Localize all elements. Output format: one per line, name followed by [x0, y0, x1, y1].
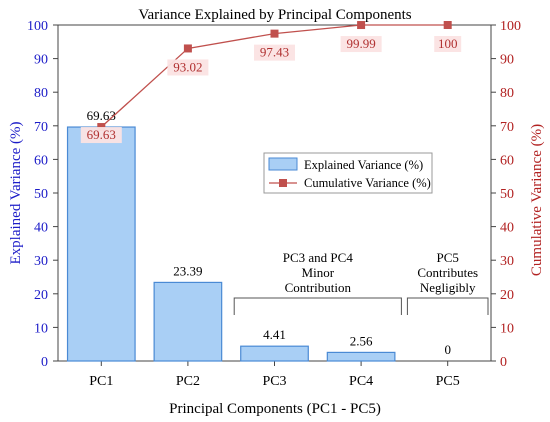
cumulative-label-bg [340, 36, 382, 53]
cumulative-label-bg [167, 59, 209, 76]
y-tick-label: 100 [27, 19, 48, 34]
cumulative-data-label: 93.02 [173, 59, 202, 74]
y2-axis-label: Cumulative Variance (%) [529, 124, 545, 276]
y2-tick-label: 100 [500, 19, 521, 34]
annotation-text: Minor [302, 265, 335, 280]
cumulative-data-label: 97.43 [260, 45, 289, 60]
cumulative-data-label: 69.63 [87, 127, 116, 142]
y2-tick-label: 60 [500, 153, 514, 168]
cumulative-marker [183, 44, 192, 53]
x-tick-label: PC4 [349, 374, 373, 389]
cumulative-label-bg [254, 44, 295, 61]
bar [326, 351, 396, 362]
cumulative-marker [357, 21, 366, 30]
right-axis: 0 10 20 30 40 50 60 70 80 90 100 [491, 19, 521, 370]
annotation-text: Negligibly [420, 280, 476, 295]
cumulative-label-bg [434, 36, 462, 52]
y-axis-label: Explained Variance (%) [8, 122, 24, 265]
bar-data-label: 23.39 [173, 263, 202, 278]
left-axis: 0 10 20 30 40 50 60 70 80 90 100 [27, 19, 58, 370]
annotation-bracket [406, 297, 489, 315]
y2-tick-label: 0 [500, 355, 507, 370]
cumulative-line [100, 24, 448, 128]
bar [66, 126, 136, 362]
bar-data-label: 2.56 [350, 333, 373, 348]
annotation-text: PC5 [436, 250, 458, 265]
y-tick-label: 80 [34, 86, 48, 101]
cumulative-label-bg [80, 127, 122, 144]
y2-tick-label: 80 [500, 86, 514, 101]
y-tick-label: 90 [34, 53, 48, 68]
x-tick-label: PC5 [436, 374, 460, 389]
bar-data-label: 69.63 [87, 108, 116, 123]
y-tick-label: 70 [34, 120, 48, 135]
y-tick-label: 20 [34, 288, 48, 303]
y2-tick-label: 90 [500, 53, 514, 68]
x-axis-label: Principal Components (PC1 - PC5) [169, 401, 381, 417]
bar-data-label: 4.41 [263, 327, 286, 342]
bar-data-label: 0 [444, 342, 451, 357]
y2-tick-label: 40 [500, 221, 514, 236]
x-tick-label: PC1 [89, 374, 113, 389]
legend-bar-label: Explained Variance (%) [304, 158, 423, 172]
legend-line-label: Cumulative Variance (%) [304, 176, 431, 190]
y-tick-label: 40 [34, 221, 48, 236]
bar [153, 281, 223, 362]
y2-tick-label: 70 [500, 120, 514, 135]
y-tick-label: 50 [34, 187, 48, 202]
x-tick-label: PC3 [262, 374, 286, 389]
y2-tick-label: 10 [500, 321, 514, 336]
y-tick-label: 0 [41, 355, 48, 370]
y2-tick-label: 30 [500, 254, 514, 269]
cumulative-line-series: 69.63 93.02 97.43 99.99 100 [80, 21, 462, 144]
cumulative-marker [270, 29, 279, 38]
cumulative-marker [443, 21, 452, 29]
annotation-bracket [233, 297, 402, 315]
cumulative-data-label: 99.99 [346, 36, 375, 51]
x-axis: PC1 PC2 PC3 PC4 PC5 [89, 361, 460, 389]
y2-tick-label: 20 [500, 288, 514, 303]
legend: Explained Variance (%) Cumulative Varianc… [263, 152, 433, 194]
annotation-text: PC3 and PC4 [283, 250, 354, 265]
x-tick-label: PC2 [176, 374, 200, 389]
y-tick-label: 60 [34, 153, 48, 168]
bar [240, 345, 309, 362]
y-tick-label: 10 [34, 321, 48, 336]
annotation-text: Contribution [285, 280, 352, 295]
y2-tick-label: 50 [500, 187, 514, 202]
annotation-text: Contributes [417, 265, 478, 280]
cumulative-data-label: 100 [438, 36, 458, 51]
legend-bar-swatch [268, 157, 298, 171]
legend-line-marker [279, 179, 287, 187]
chart-title: Variance Explained by Principal Componen… [138, 7, 411, 23]
bar-series: 69.63 23.39 4.41 2.56 0 [66, 108, 451, 362]
y-tick-label: 30 [34, 254, 48, 269]
